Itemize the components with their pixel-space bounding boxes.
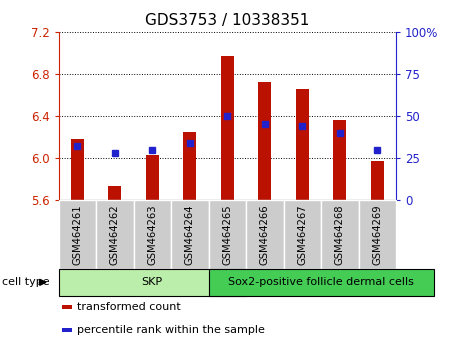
Text: cell type: cell type	[2, 277, 50, 287]
Bar	[284, 200, 321, 269]
Bar	[62, 328, 72, 332]
Bar	[359, 200, 396, 269]
Text: GSM464269: GSM464269	[372, 204, 382, 265]
Bar	[258, 82, 271, 200]
Bar	[208, 269, 433, 296]
Bar	[371, 161, 384, 200]
Bar	[220, 56, 234, 200]
Bar	[58, 269, 246, 296]
Bar	[333, 120, 346, 200]
Bar	[108, 186, 122, 200]
Text: percentile rank within the sample: percentile rank within the sample	[77, 325, 265, 335]
Text: GSM464261: GSM464261	[72, 204, 82, 265]
Text: transformed count: transformed count	[77, 302, 181, 312]
Title: GDS3753 / 10338351: GDS3753 / 10338351	[145, 13, 310, 28]
Bar	[71, 139, 84, 200]
Bar	[96, 200, 134, 269]
Bar	[146, 155, 159, 200]
Text: GSM464263: GSM464263	[147, 204, 157, 265]
Text: Sox2-positive follicle dermal cells: Sox2-positive follicle dermal cells	[228, 277, 414, 287]
Bar	[208, 200, 246, 269]
Text: GSM464265: GSM464265	[222, 204, 232, 265]
Text: GSM464262: GSM464262	[110, 204, 120, 265]
Text: GSM464267: GSM464267	[297, 204, 307, 265]
Bar	[321, 200, 359, 269]
Text: GSM464268: GSM464268	[335, 204, 345, 265]
Bar	[62, 305, 72, 309]
Text: GSM464266: GSM464266	[260, 204, 270, 265]
Bar	[183, 132, 196, 200]
Bar	[134, 200, 171, 269]
Bar	[171, 200, 208, 269]
Bar	[246, 200, 284, 269]
Text: SKP: SKP	[142, 277, 163, 287]
Bar	[58, 200, 96, 269]
Text: GSM464264: GSM464264	[185, 204, 195, 265]
Bar	[296, 88, 309, 200]
